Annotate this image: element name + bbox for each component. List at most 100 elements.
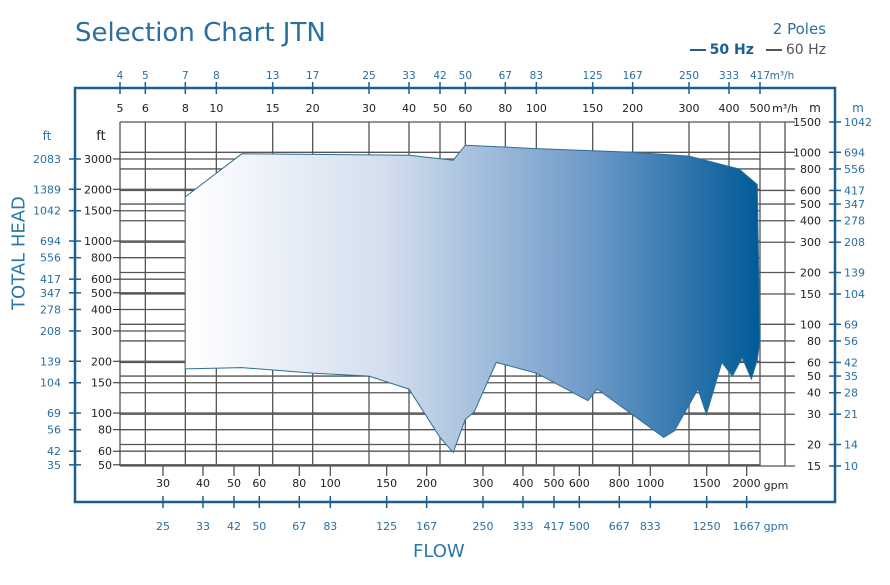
svg-text:167: 167 — [623, 70, 643, 82]
svg-text:60: 60 — [252, 477, 266, 490]
svg-text:100: 100 — [91, 407, 112, 420]
svg-text:40: 40 — [807, 387, 821, 400]
svg-text:250: 250 — [679, 70, 699, 82]
svg-text:56: 56 — [844, 335, 858, 348]
svg-text:10: 10 — [844, 460, 858, 473]
svg-text:1667: 1667 — [733, 520, 761, 533]
svg-text:33: 33 — [196, 520, 210, 533]
svg-text:ft: ft — [96, 129, 105, 144]
svg-text:150: 150 — [800, 288, 821, 301]
svg-text:14: 14 — [844, 439, 858, 452]
svg-text:m: m — [852, 101, 864, 115]
svg-text:600: 600 — [800, 184, 821, 197]
svg-text:80: 80 — [498, 102, 512, 115]
legend-item-50hz: 50 Hz — [689, 42, 754, 58]
chart-title: Selection Chart JTN — [75, 18, 326, 48]
svg-text:1000: 1000 — [636, 477, 664, 490]
svg-text:500: 500 — [91, 287, 112, 300]
svg-text:208: 208 — [844, 236, 865, 249]
legend-item-60hz: 60 Hz — [765, 42, 826, 58]
svg-text:400: 400 — [718, 102, 739, 115]
svg-text:40: 40 — [196, 477, 210, 490]
svg-text:104: 104 — [844, 288, 865, 301]
svg-text:150: 150 — [91, 377, 112, 390]
svg-text:35: 35 — [844, 370, 858, 383]
svg-text:ft: ft — [43, 129, 52, 143]
svg-text:15: 15 — [807, 460, 821, 473]
svg-text:200: 200 — [800, 267, 821, 280]
svg-text:60: 60 — [807, 356, 821, 369]
svg-text:50: 50 — [807, 370, 821, 383]
svg-text:56: 56 — [47, 424, 61, 437]
svg-text:250: 250 — [472, 520, 493, 533]
svg-text:8: 8 — [213, 70, 220, 82]
svg-text:833: 833 — [640, 520, 661, 533]
svg-text:20: 20 — [306, 102, 320, 115]
svg-text:1042: 1042 — [33, 205, 61, 218]
svg-text:60: 60 — [98, 445, 112, 458]
svg-text:m³/h: m³/h — [772, 102, 798, 115]
svg-text:278: 278 — [844, 215, 865, 228]
svg-text:42: 42 — [227, 520, 241, 533]
svg-text:150: 150 — [376, 477, 397, 490]
svg-text:10: 10 — [209, 102, 223, 115]
svg-text:300: 300 — [472, 477, 493, 490]
svg-text:1389: 1389 — [33, 183, 61, 196]
svg-text:83: 83 — [530, 70, 543, 82]
svg-text:333: 333 — [719, 70, 739, 82]
svg-text:83: 83 — [323, 520, 337, 533]
svg-text:5: 5 — [117, 102, 124, 115]
legend-line-icon — [689, 49, 706, 51]
svg-text:42: 42 — [844, 356, 858, 369]
outer-frame — [73, 86, 837, 504]
svg-text:1500: 1500 — [84, 205, 112, 218]
svg-text:35: 35 — [47, 459, 61, 472]
svg-text:417: 417 — [844, 184, 865, 197]
svg-text:347: 347 — [40, 287, 61, 300]
svg-text:400: 400 — [800, 215, 821, 228]
svg-text:800: 800 — [609, 477, 630, 490]
svg-text:40: 40 — [402, 102, 416, 115]
svg-text:3000: 3000 — [84, 153, 112, 166]
svg-text:6: 6 — [142, 102, 149, 115]
svg-text:7: 7 — [182, 70, 189, 82]
svg-text:30: 30 — [156, 477, 170, 490]
svg-text:500: 500 — [569, 520, 590, 533]
svg-text:200: 200 — [622, 102, 643, 115]
svg-text:600: 600 — [569, 477, 590, 490]
operating-envelope — [184, 144, 761, 454]
svg-text:13: 13 — [266, 70, 279, 82]
svg-text:42: 42 — [47, 445, 61, 458]
svg-text:m³/h: m³/h — [770, 70, 795, 82]
svg-text:150: 150 — [582, 102, 603, 115]
poles-label: 2 Poles — [772, 20, 826, 38]
svg-text:25: 25 — [362, 70, 375, 82]
legend: 50 Hz 60 Hz — [689, 42, 826, 58]
svg-text:1250: 1250 — [693, 520, 721, 533]
svg-text:1500: 1500 — [793, 116, 821, 129]
svg-text:600: 600 — [91, 273, 112, 286]
svg-text:gpm: gpm — [764, 520, 789, 533]
svg-text:300: 300 — [679, 102, 700, 115]
svg-text:333: 333 — [512, 520, 533, 533]
svg-text:125: 125 — [376, 520, 397, 533]
svg-text:67: 67 — [499, 70, 512, 82]
svg-text:100: 100 — [800, 318, 821, 331]
svg-text:60: 60 — [458, 102, 472, 115]
svg-text:104: 104 — [40, 377, 61, 390]
svg-text:417: 417 — [750, 70, 770, 82]
svg-text:500: 500 — [800, 198, 821, 211]
svg-text:694: 694 — [40, 235, 61, 248]
svg-text:100: 100 — [320, 477, 341, 490]
svg-text:667: 667 — [609, 520, 630, 533]
svg-text:2083: 2083 — [33, 153, 61, 166]
axis-ticks: 4 5 7 8 13 17 25 33 42 50 67 83 125 167 250 333 417 m³/h5… — [33, 70, 872, 533]
svg-text:80: 80 — [292, 477, 306, 490]
svg-text:5: 5 — [142, 70, 149, 82]
svg-text:gpm: gpm — [764, 479, 789, 492]
svg-text:80: 80 — [98, 424, 112, 437]
svg-text:556: 556 — [844, 163, 865, 176]
svg-text:556: 556 — [40, 252, 61, 265]
legend-label-50hz: 50 Hz — [709, 42, 754, 58]
